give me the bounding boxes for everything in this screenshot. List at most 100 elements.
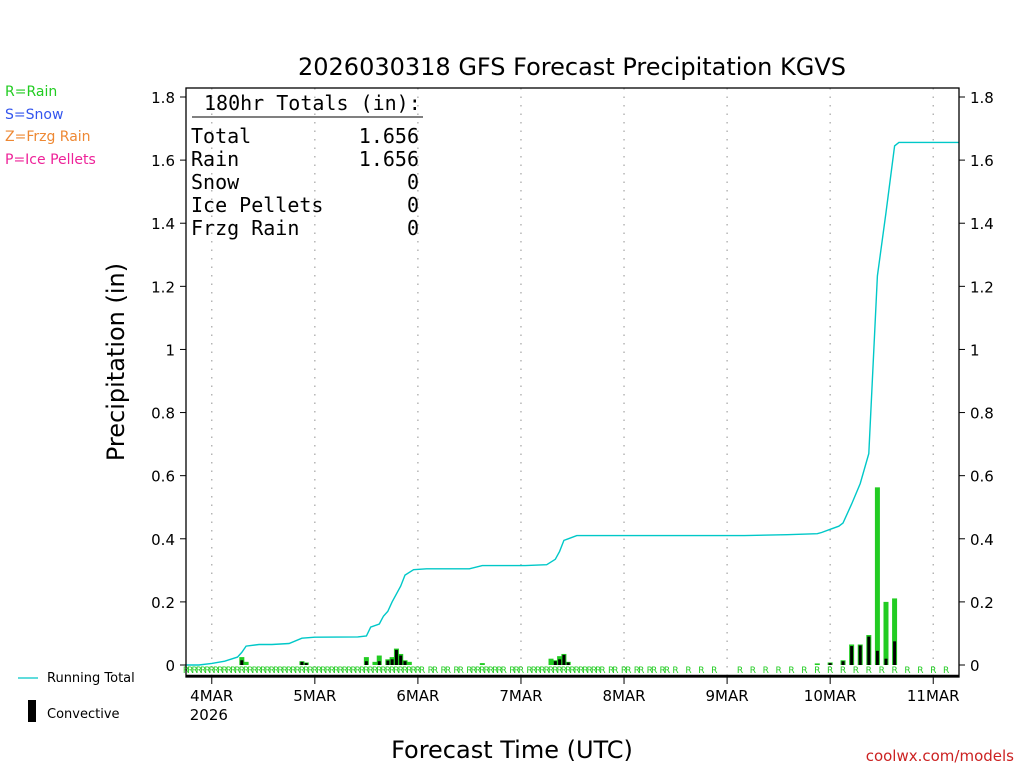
rain-type-marker: R xyxy=(488,666,494,676)
totals-row-value: 1.656 xyxy=(359,124,419,148)
convective-bar xyxy=(858,645,862,665)
rain-type-marker: R xyxy=(303,666,309,676)
rain-type-marker: R xyxy=(574,666,580,676)
rain-type-marker: R xyxy=(200,666,206,676)
rain-type-marker: R xyxy=(904,666,910,676)
ytick-label-right: 0.2 xyxy=(970,594,994,612)
precip-type-legend: R=Rain S=Snow Z=Frzg Rain P=Ice Pellets xyxy=(5,84,96,168)
convective-bar xyxy=(377,661,381,665)
rain-type-marker: R xyxy=(509,666,515,676)
rain-type-marker: R xyxy=(591,666,597,676)
rain-type-marker: R xyxy=(217,666,223,676)
rain-type-marker: R xyxy=(415,666,421,676)
legend-snow: S=Snow xyxy=(5,107,63,123)
rain-type-marker: R xyxy=(273,666,279,676)
rain-type-marker: R xyxy=(475,666,481,676)
gridlines xyxy=(211,88,934,676)
convective-bar xyxy=(562,654,566,665)
xtick-label: 4MAR xyxy=(190,687,233,705)
precip-type-markers: RRRRRRRRRRRRRRRRRRRRRRRRRRRRRRRRRRRRRRRR… xyxy=(183,666,949,676)
totals-row-value: 1.656 xyxy=(359,147,419,171)
convective-bar xyxy=(403,661,407,665)
convective-bar xyxy=(884,658,888,665)
rain-type-marker: R xyxy=(660,666,666,676)
convective-bar xyxy=(566,662,570,665)
plot-frame xyxy=(185,87,960,678)
totals-row-label: Total xyxy=(191,124,251,148)
rain-bar xyxy=(363,657,369,665)
rain-type-marker: R xyxy=(582,666,588,676)
xtick-label: 5MAR xyxy=(293,687,336,705)
ytick-label-right: 1.4 xyxy=(970,215,994,233)
xtick-label: 8MAR xyxy=(602,687,645,705)
rain-type-marker: R xyxy=(814,666,820,676)
rain-type-marker: R xyxy=(544,666,550,676)
rain-type-marker: R xyxy=(402,666,408,676)
rain-type-marker: R xyxy=(187,666,193,676)
rain-type-marker: R xyxy=(840,666,846,676)
rain-type-marker: R xyxy=(535,666,541,676)
rain-type-marker: R xyxy=(264,666,270,676)
rain-type-marker: R xyxy=(801,666,807,676)
ytick-label-left: 1.8 xyxy=(151,89,175,107)
rain-type-marker: R xyxy=(213,666,219,676)
rain-type-marker: R xyxy=(230,666,236,676)
rain-type-marker: R xyxy=(191,666,197,676)
totals-row-value: 0 xyxy=(407,216,419,240)
rain-type-marker: R xyxy=(569,666,575,676)
rain-bar xyxy=(892,598,898,665)
rain-type-marker: R xyxy=(398,666,404,676)
series-legend: Running Total Convective xyxy=(18,671,135,722)
rain-type-marker: R xyxy=(466,666,472,676)
rain-type-marker: R xyxy=(410,666,416,676)
rain-type-marker: R xyxy=(337,666,343,676)
rain-bar xyxy=(376,655,382,665)
totals-row-label: Snow xyxy=(191,170,240,194)
totals-header: 180hr Totals (in): xyxy=(204,91,421,115)
ytick-label-right: 0.6 xyxy=(970,468,994,486)
rain-type-marker: R xyxy=(879,666,885,676)
xtick-label: 9MAR xyxy=(706,687,749,705)
convective-bar xyxy=(394,649,398,665)
rain-type-marker: R xyxy=(539,666,545,676)
convective-bar xyxy=(841,661,845,665)
convective-bar xyxy=(553,661,557,665)
rain-type-marker: R xyxy=(320,666,326,676)
rain-type-marker: R xyxy=(363,666,369,676)
rain-type-marker: R xyxy=(239,666,245,676)
rain-type-marker: R xyxy=(621,666,627,676)
rain-type-marker: R xyxy=(612,666,618,676)
convective-bar xyxy=(386,660,390,665)
rain-type-marker: R xyxy=(531,666,537,676)
rain-type-marker: R xyxy=(277,666,283,676)
credit-link[interactable]: coolwx.com/models xyxy=(866,747,1014,765)
rain-type-marker: R xyxy=(526,666,532,676)
rain-type-marker: R xyxy=(380,666,386,676)
rain-type-marker: R xyxy=(672,666,678,676)
rain-type-marker: R xyxy=(483,666,489,676)
xtick-label: 10MAR xyxy=(804,687,857,705)
xtick-label: 6MAR xyxy=(396,687,439,705)
rain-bar xyxy=(479,663,485,665)
convective-bar xyxy=(828,663,832,665)
rain-type-marker: R xyxy=(441,666,447,676)
rain-type-marker: R xyxy=(866,666,872,676)
ytick-label-left: 1.2 xyxy=(151,278,175,296)
rain-type-marker: R xyxy=(376,666,382,676)
rain-type-marker: R xyxy=(209,666,215,676)
ytick-label-left: 0.8 xyxy=(151,405,175,423)
legend-ice-pellets: P=Ice Pellets xyxy=(5,152,96,168)
rain-type-marker: R xyxy=(282,666,288,676)
rain-type-marker: R xyxy=(634,666,640,676)
rain-type-marker: R xyxy=(406,666,412,676)
chart-title: 2026030318 GFS Forecast Precipitation KG… xyxy=(298,53,846,81)
rain-type-marker: R xyxy=(458,666,464,676)
rain-type-marker: R xyxy=(368,666,374,676)
x-axis-title: Forecast Time (UTC) xyxy=(391,736,633,764)
xtick-label: 11MAR xyxy=(907,687,960,705)
xtick-sublabel: 2026 xyxy=(190,706,228,724)
rain-type-marker: R xyxy=(608,666,614,676)
legend-convective: Convective xyxy=(47,707,120,722)
